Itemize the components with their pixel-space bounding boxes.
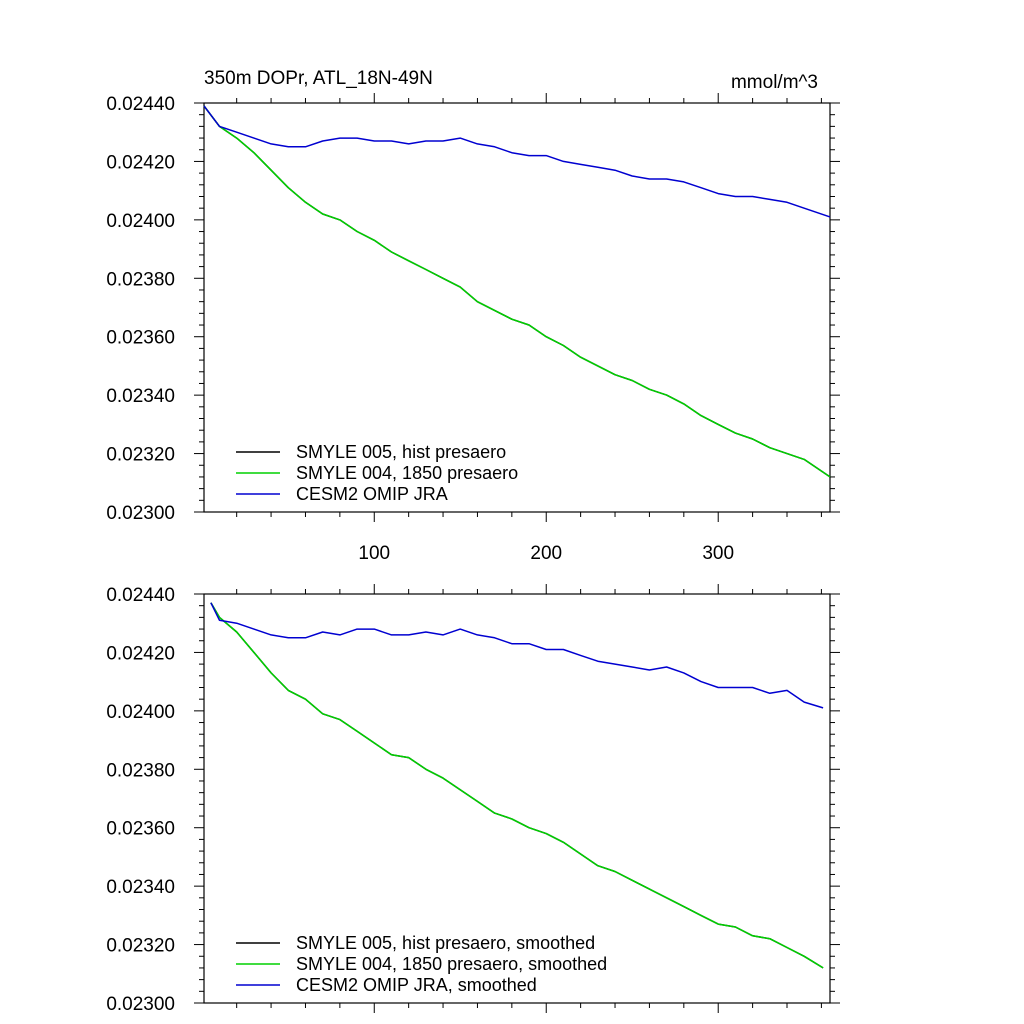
series-line-0 — [203, 105, 831, 478]
legend-label: CESM2 OMIP JRA — [296, 484, 448, 504]
x-tick-label: 300 — [702, 543, 734, 564]
y-tick-label: 0.02400 — [106, 211, 175, 232]
x-tick-label: 200 — [530, 543, 562, 564]
plot-frame — [203, 593, 831, 1004]
y-tick-label: 0.02360 — [106, 328, 175, 349]
panel-title-left: 350m DOPr, ATL_18N-49N — [204, 68, 433, 89]
x-tick-label: 100 — [358, 543, 390, 564]
y-tick-label: 0.02420 — [106, 152, 175, 173]
bottom-panel: 0.02440 0.02420 0.02400 0.02380 0.02360 0.023… — [106, 584, 840, 1015]
legend-label: SMYLE 005, hist presaero — [296, 442, 506, 462]
y-tick-label: 0.02320 — [106, 936, 175, 957]
series-line-2 — [210, 602, 824, 709]
y-tick-label: 0.02380 — [106, 760, 175, 781]
y-tick-label: 0.02380 — [106, 269, 175, 290]
y-tick-label: 0.02300 — [106, 994, 175, 1015]
series-line-2 — [203, 105, 831, 218]
y-tick-label: 0.02320 — [106, 445, 175, 466]
y-tick-label: 0.02440 — [106, 94, 175, 115]
top-panel: 350m DOPr, ATL_18N-49N mmol/m^3 0.02440 0… — [106, 68, 840, 564]
y-tick-label: 0.02300 — [106, 503, 175, 524]
panel-title-right: mmol/m^3 — [731, 72, 818, 93]
y-tick-label: 0.02420 — [106, 643, 175, 664]
series-line-1 — [203, 105, 831, 478]
y-tick-label: 0.02360 — [106, 819, 175, 840]
series-line-0 — [210, 602, 824, 969]
y-tick-label: 0.02340 — [106, 386, 175, 407]
legend-label: CESM2 OMIP JRA, smoothed — [296, 975, 537, 995]
legend-label: SMYLE 004, 1850 presaero — [296, 463, 518, 483]
y-tick-label: 0.02400 — [106, 702, 175, 723]
series-line-1 — [210, 602, 824, 969]
y-tick-label: 0.02440 — [106, 585, 175, 606]
y-tick-label: 0.02340 — [106, 877, 175, 898]
plot-frame — [203, 102, 831, 513]
legend-label: SMYLE 004, 1850 presaero, smoothed — [296, 954, 607, 974]
legend-label: SMYLE 005, hist presaero, smoothed — [296, 933, 595, 953]
